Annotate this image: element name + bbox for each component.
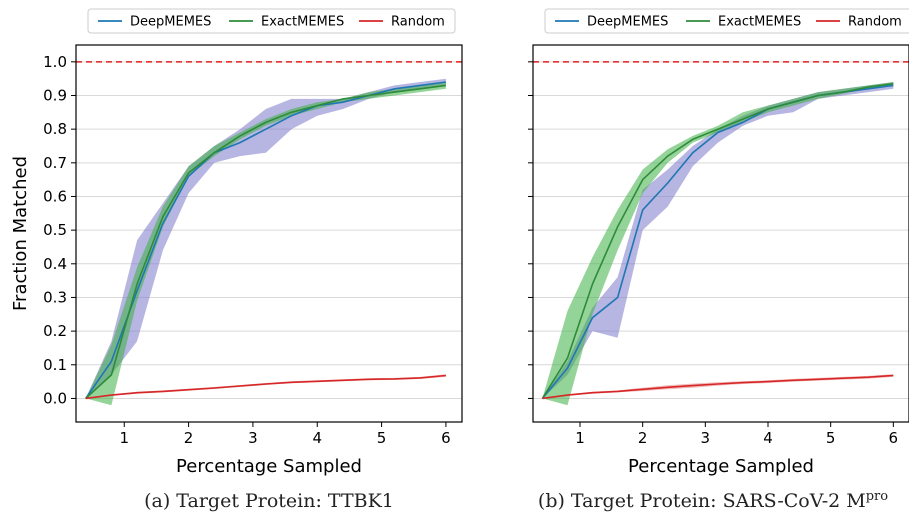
series-line-random bbox=[85, 374, 446, 400]
legend-label-random: Random bbox=[391, 15, 445, 30]
chart-panel-a: 1 2 3 4 5 6 0.0 0.1 0.2 0.3 0.4 0.5 0.6 0.7 0.8 0.9 1.0 P… bbox=[10, 8, 463, 512]
x-tick-label: 1 bbox=[575, 429, 585, 447]
plot-frame bbox=[532, 44, 909, 423]
x-axis-label: Percentage Sampled bbox=[176, 456, 362, 477]
plot-frame bbox=[75, 44, 463, 423]
y-tick-label: 0.9 bbox=[43, 86, 67, 104]
legend-label-exactmemes: ExactMEMES bbox=[261, 15, 344, 30]
y-tick-label: 1.0 bbox=[43, 53, 67, 71]
panel-caption: (a) Target Protein: TTBK1 bbox=[144, 490, 394, 512]
x-tick-label: 4 bbox=[763, 429, 773, 447]
y-tick-label: 0.3 bbox=[43, 288, 67, 306]
y-tick-label: 0.0 bbox=[43, 389, 67, 407]
legend-box bbox=[87, 8, 456, 34]
x-tick-label: 4 bbox=[312, 429, 322, 447]
chart-panel-b: 1 2 3 4 5 6 Percentage Sampled (b) Target Prote… bbox=[528, 8, 909, 512]
y-tick-label: 0.7 bbox=[43, 154, 67, 172]
y-axis-label: Fraction Matched bbox=[10, 156, 31, 311]
band-random bbox=[85, 374, 446, 399]
x-tick-label: 5 bbox=[826, 429, 836, 447]
series-line-random bbox=[542, 374, 894, 400]
y-tick-label: 0.8 bbox=[43, 120, 67, 138]
band-exactmemes bbox=[542, 82, 894, 406]
panel-caption: (b) Target Protein: SARS-CoV-2 Mpro bbox=[538, 489, 888, 512]
x-tick-label: 2 bbox=[184, 429, 194, 447]
x-tick-label: 6 bbox=[889, 429, 899, 447]
series-line-exactmemes bbox=[85, 84, 447, 399]
y-tick-label: 0.4 bbox=[43, 255, 67, 273]
x-tick-label: 2 bbox=[638, 429, 648, 447]
legend: DeepMEMES ExactMEMES Random bbox=[544, 8, 909, 34]
caption-superscript: pro bbox=[866, 489, 889, 504]
legend-box bbox=[544, 8, 909, 34]
y-tick-label: 0.1 bbox=[43, 356, 67, 374]
x-tick-label: 1 bbox=[119, 429, 129, 447]
y-tick-label: 0.5 bbox=[43, 221, 67, 239]
legend-label-deepmemes: DeepMEMES bbox=[130, 15, 211, 30]
legend-label-exactmemes: ExactMEMES bbox=[718, 15, 801, 30]
legend: DeepMEMES ExactMEMES Random bbox=[87, 8, 456, 34]
band-deepmemes bbox=[85, 78, 446, 399]
legend-label-deepmemes: DeepMEMES bbox=[587, 15, 668, 30]
y-tick-label: 0.2 bbox=[43, 322, 67, 340]
series-line-exactmemes bbox=[541, 82, 894, 399]
x-tick-label: 3 bbox=[248, 429, 258, 447]
x-tick-label: 5 bbox=[377, 429, 387, 447]
x-axis-label: Percentage Sampled bbox=[628, 456, 814, 477]
x-tick-label: 6 bbox=[441, 429, 451, 447]
series-line-deepmemes bbox=[85, 81, 447, 399]
legend-label-random: Random bbox=[848, 15, 902, 30]
series-line-deepmemes bbox=[541, 84, 894, 399]
y-tick-label: 0.6 bbox=[43, 187, 67, 205]
x-tick-label: 3 bbox=[701, 429, 711, 447]
